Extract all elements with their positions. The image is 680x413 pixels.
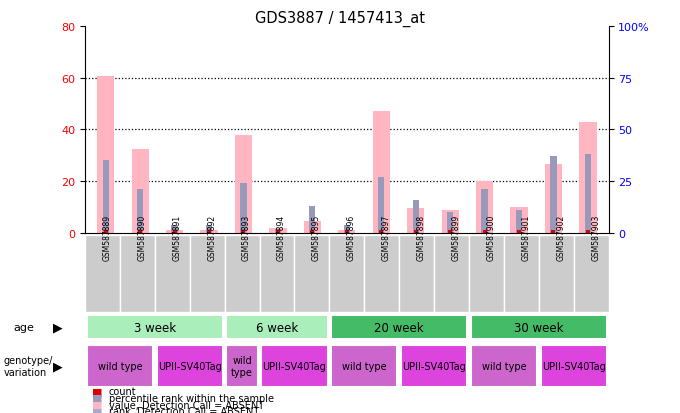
Text: GSM587899: GSM587899: [452, 215, 460, 261]
Bar: [413, 200, 419, 233]
Text: 3 week: 3 week: [134, 321, 176, 334]
Bar: [574, 235, 609, 312]
Text: wild type: wild type: [481, 361, 526, 371]
Text: GSM587903: GSM587903: [591, 215, 600, 261]
Bar: [579, 122, 596, 233]
Text: GSM587902: GSM587902: [556, 215, 565, 261]
Bar: [261, 345, 328, 387]
Bar: [294, 235, 329, 312]
Text: percentile rank within the sample: percentile rank within the sample: [109, 393, 274, 403]
Text: rank, Detection Call = ABSENT: rank, Detection Call = ABSENT: [109, 406, 259, 413]
Bar: [201, 230, 218, 233]
Text: GDS3887 / 1457413_at: GDS3887 / 1457413_at: [255, 10, 425, 26]
Text: GSM587896: GSM587896: [347, 215, 356, 261]
Bar: [166, 230, 183, 233]
Bar: [541, 345, 607, 387]
Bar: [338, 231, 356, 233]
Bar: [401, 345, 467, 387]
Bar: [441, 210, 459, 233]
Bar: [504, 235, 539, 312]
Bar: [240, 184, 247, 233]
Bar: [155, 235, 190, 312]
Bar: [97, 77, 114, 233]
Bar: [190, 235, 224, 312]
Text: GSM587901: GSM587901: [522, 215, 530, 261]
Bar: [585, 155, 591, 233]
Bar: [550, 157, 557, 233]
Bar: [511, 207, 528, 233]
Bar: [343, 225, 350, 233]
Bar: [407, 209, 424, 233]
Bar: [275, 229, 281, 233]
Text: GSM587891: GSM587891: [172, 215, 182, 261]
Bar: [304, 222, 321, 233]
Bar: [85, 235, 120, 312]
Bar: [378, 178, 384, 233]
Bar: [329, 235, 364, 312]
Bar: [331, 345, 397, 387]
Bar: [539, 235, 574, 312]
Bar: [545, 165, 562, 233]
Bar: [434, 235, 469, 312]
Bar: [373, 112, 390, 233]
Text: UPII-SV40Tag: UPII-SV40Tag: [402, 361, 466, 371]
Bar: [364, 235, 399, 312]
Text: 6 week: 6 week: [256, 321, 298, 334]
Bar: [447, 213, 454, 233]
Text: ■: ■: [92, 400, 102, 410]
Text: ▶: ▶: [53, 321, 63, 334]
Text: UPII-SV40Tag: UPII-SV40Tag: [158, 361, 222, 371]
Bar: [171, 225, 177, 233]
Text: ■: ■: [92, 393, 102, 403]
Text: ■: ■: [92, 406, 102, 413]
Text: GSM587892: GSM587892: [207, 215, 216, 261]
Bar: [131, 150, 149, 233]
Bar: [471, 345, 537, 387]
Bar: [226, 345, 258, 387]
Bar: [471, 315, 607, 339]
Bar: [156, 345, 223, 387]
Text: ■: ■: [92, 387, 102, 396]
Text: GSM587893: GSM587893: [242, 215, 251, 261]
Text: wild type: wild type: [342, 361, 386, 371]
Bar: [469, 235, 504, 312]
Text: 20 week: 20 week: [375, 321, 424, 334]
Text: count: count: [109, 387, 137, 396]
Text: 30 week: 30 week: [514, 321, 564, 334]
Text: age: age: [14, 322, 35, 332]
Text: GSM587895: GSM587895: [312, 215, 321, 261]
Text: GSM587897: GSM587897: [381, 215, 391, 261]
Bar: [516, 211, 522, 233]
Text: UPII-SV40Tag: UPII-SV40Tag: [542, 361, 606, 371]
Bar: [331, 315, 467, 339]
Text: GSM587894: GSM587894: [277, 215, 286, 261]
Bar: [120, 235, 155, 312]
Text: wild
type: wild type: [231, 355, 253, 377]
Text: GSM587900: GSM587900: [486, 215, 496, 261]
Bar: [87, 345, 153, 387]
Text: GSM587889: GSM587889: [103, 215, 112, 261]
Bar: [226, 315, 328, 339]
Text: UPII-SV40Tag: UPII-SV40Tag: [262, 361, 326, 371]
Bar: [137, 190, 143, 233]
Bar: [87, 315, 223, 339]
Text: value, Detection Call = ABSENT: value, Detection Call = ABSENT: [109, 400, 264, 410]
Text: genotype/
variation: genotype/ variation: [3, 355, 53, 377]
Bar: [269, 229, 286, 233]
Bar: [206, 225, 212, 233]
Bar: [476, 182, 493, 233]
Bar: [309, 206, 316, 233]
Text: ▶: ▶: [53, 359, 63, 373]
Bar: [103, 161, 109, 233]
Text: GSM587890: GSM587890: [137, 215, 146, 261]
Bar: [235, 135, 252, 233]
Bar: [399, 235, 434, 312]
Bar: [260, 235, 294, 312]
Bar: [224, 235, 260, 312]
Bar: [481, 190, 488, 233]
Text: GSM587898: GSM587898: [417, 215, 426, 261]
Text: wild type: wild type: [98, 361, 142, 371]
